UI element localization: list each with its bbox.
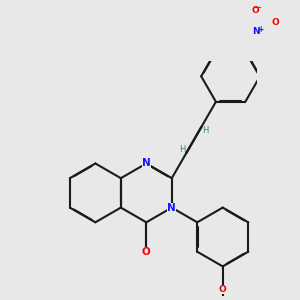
Text: O: O [142, 247, 151, 257]
Text: N: N [167, 202, 176, 213]
Text: N: N [253, 27, 260, 36]
Text: O: O [272, 18, 279, 27]
Text: O: O [251, 6, 259, 15]
Text: H: H [202, 126, 209, 135]
Text: H: H [179, 145, 185, 154]
Text: +: + [257, 25, 263, 34]
Text: N: N [142, 158, 151, 169]
Text: −: − [254, 3, 262, 13]
Text: O: O [219, 286, 226, 295]
